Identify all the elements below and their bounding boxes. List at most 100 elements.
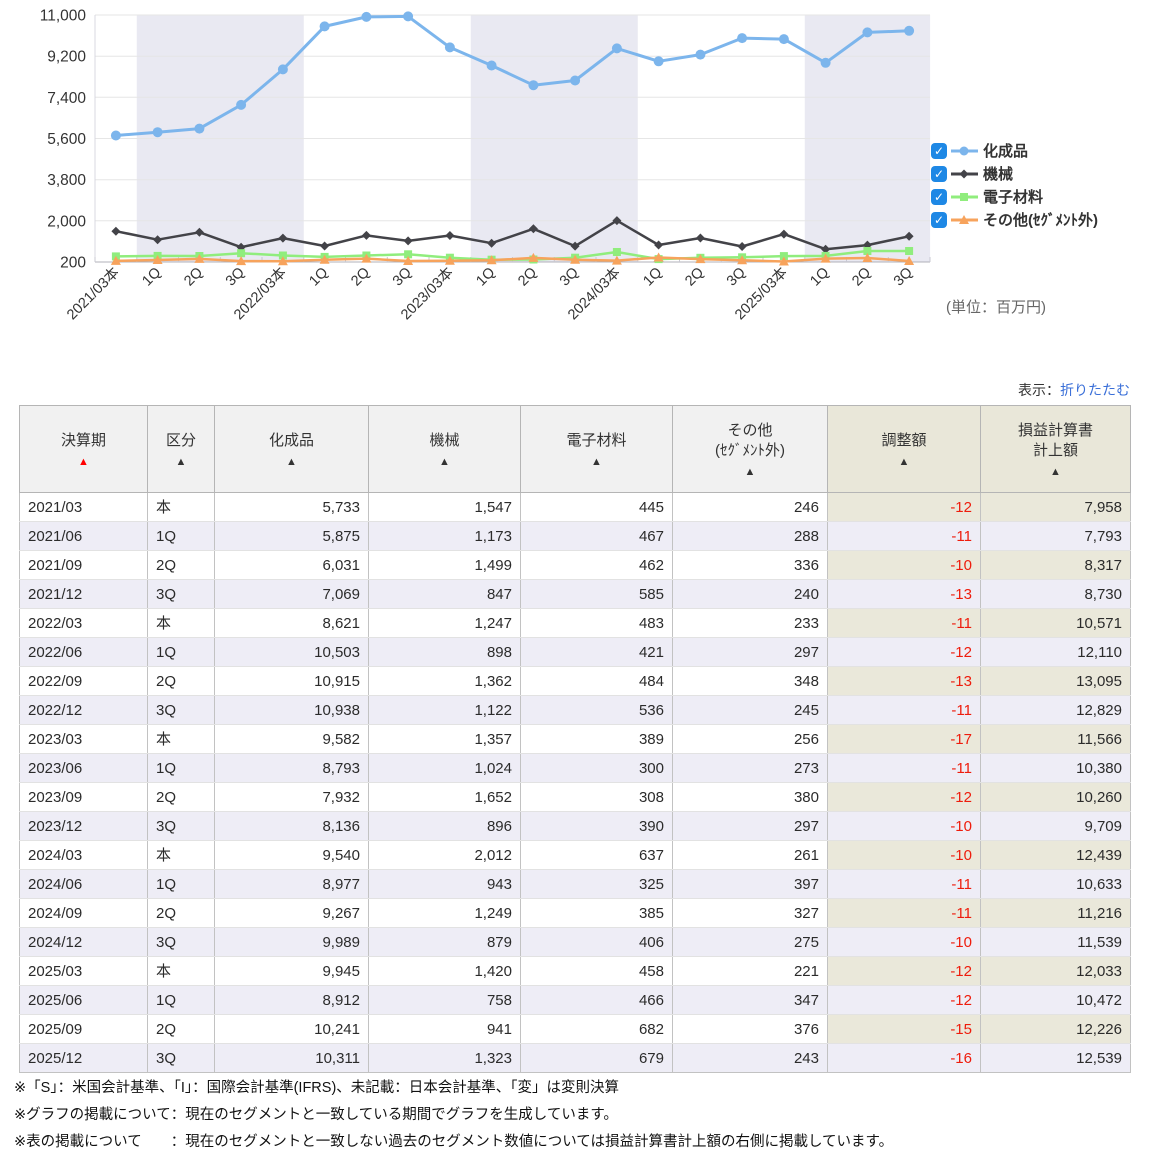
column-header[interactable]: 電子材料 ▲ bbox=[520, 405, 673, 493]
column-header[interactable]: その他 (ｾｸﾞﾒﾝﾄ外) ▲ bbox=[672, 405, 828, 493]
y-axis-label: 200 bbox=[60, 255, 86, 272]
sort-arrow-icon[interactable]: ▲ bbox=[78, 455, 89, 468]
column-header[interactable]: 決算期 ▲ bbox=[19, 405, 148, 493]
table-cell: 12,033 bbox=[980, 956, 1131, 986]
table-cell: 12,829 bbox=[980, 695, 1131, 725]
table-cell: 483 bbox=[520, 608, 673, 638]
table-cell: 679 bbox=[520, 1043, 673, 1073]
column-header[interactable]: 調整額 ▲ bbox=[827, 405, 981, 493]
table-cell: 348 bbox=[672, 666, 828, 696]
sort-arrow-icon[interactable]: ▲ bbox=[591, 455, 602, 468]
table-cell: 9,989 bbox=[214, 927, 369, 957]
table-cell: 256 bbox=[672, 724, 828, 754]
legend-item[interactable]: ✓ 機械 bbox=[931, 162, 1098, 185]
table-cell: 本 bbox=[147, 956, 215, 986]
legend-label[interactable]: 化成品 bbox=[983, 143, 1029, 160]
table-cell: 9,267 bbox=[214, 898, 369, 928]
legend-item[interactable]: ✓ 電子材料 bbox=[931, 185, 1098, 208]
table-cell: 2,012 bbox=[368, 840, 521, 870]
table-cell: 9,540 bbox=[214, 840, 369, 870]
table-cell: 1Q bbox=[147, 985, 215, 1015]
collapse-link[interactable]: 折りたたむ bbox=[1060, 382, 1130, 398]
table-cell: 10,938 bbox=[214, 695, 369, 725]
table-cell: 308 bbox=[520, 782, 673, 812]
legend-label[interactable]: その他(ｾｸﾞﾒﾝﾄ外) bbox=[983, 212, 1098, 229]
table-cell: 7,793 bbox=[980, 521, 1131, 551]
table-cell: -11 bbox=[827, 695, 981, 725]
legend-item[interactable]: ✓ その他(ｾｸﾞﾒﾝﾄ外) bbox=[931, 208, 1098, 231]
table-cell: 327 bbox=[672, 898, 828, 928]
table-cell: 10,311 bbox=[214, 1043, 369, 1073]
table-cell: 2023/12 bbox=[19, 811, 148, 841]
legend-item[interactable]: ✓ 化成品 bbox=[931, 139, 1098, 162]
sort-arrow-icon[interactable]: ▲ bbox=[898, 455, 910, 468]
table-cell: 12,439 bbox=[980, 840, 1131, 870]
sort-arrow-icon[interactable]: ▲ bbox=[744, 465, 756, 478]
table-row: 2022/03 本 8,621 1,247 483 233 -11 10,571 bbox=[19, 608, 1131, 638]
legend-checkbox[interactable]: ✓ bbox=[931, 165, 947, 182]
table-cell: 11,566 bbox=[980, 724, 1131, 754]
y-axis-label: 5,600 bbox=[47, 131, 86, 148]
sort-arrow-icon[interactable]: ▲ bbox=[175, 455, 187, 468]
legend-checkbox[interactable]: ✓ bbox=[931, 188, 947, 205]
table-cell: 1,249 bbox=[368, 898, 521, 928]
table-cell: 1Q bbox=[147, 869, 215, 899]
table-cell: 9,582 bbox=[214, 724, 369, 754]
table-cell: 243 bbox=[672, 1043, 828, 1073]
column-header[interactable]: 損益計算書 計上額 ▲ bbox=[980, 405, 1131, 493]
table-cell: 10,472 bbox=[980, 985, 1131, 1015]
table-cell: 7,932 bbox=[214, 782, 369, 812]
legend-checkbox[interactable]: ✓ bbox=[931, 142, 947, 159]
table-cell: 2021/09 bbox=[19, 550, 148, 580]
table-cell: 2024/09 bbox=[19, 898, 148, 928]
table-cell: 10,633 bbox=[980, 869, 1131, 899]
table-cell: 2021/12 bbox=[19, 579, 148, 609]
table-cell: 8,317 bbox=[980, 550, 1131, 580]
series-circle bbox=[110, 11, 915, 141]
table-cell: 1,357 bbox=[368, 724, 521, 754]
table-cell: 1,652 bbox=[368, 782, 521, 812]
table-row: 2025/03 本 9,945 1,420 458 221 -12 12,033 bbox=[19, 956, 1131, 986]
sort-arrow-icon[interactable]: ▲ bbox=[1050, 465, 1061, 478]
table-cell: 397 bbox=[672, 869, 828, 899]
chart-legend: ✓ 化成品 ✓ 機械 ✓ 電子材料 ✓ その他(ｾｸﾞﾒﾝﾄ外) bbox=[931, 139, 1098, 231]
table-cell: -16 bbox=[827, 1043, 981, 1073]
column-header[interactable]: 化成品 ▲ bbox=[214, 405, 369, 493]
table-cell: 1,173 bbox=[368, 521, 521, 551]
table-cell: 8,136 bbox=[214, 811, 369, 841]
table-cell: 2025/03 bbox=[19, 956, 148, 986]
table-cell: -11 bbox=[827, 608, 981, 638]
sort-arrow-icon[interactable]: ▲ bbox=[439, 455, 450, 468]
table-cell: 1,247 bbox=[368, 608, 521, 638]
footnote-accounting-standard: ※「S」：米国会計基準、「I」：国際会計基準(IFRS)、未記載：日本会計基準、… bbox=[14, 1080, 620, 1096]
table-row: 2021/06 1Q 5,875 1,173 467 288 -11 7,793 bbox=[19, 521, 1131, 551]
x-axis-label: 3Q bbox=[390, 265, 415, 290]
table-cell: 1,323 bbox=[368, 1043, 521, 1073]
table-row: 2025/12 3Q 10,311 1,323 679 243 -16 12,539 bbox=[19, 1043, 1131, 1073]
table-cell: 本 bbox=[147, 608, 215, 638]
y-axis-label: 2,000 bbox=[47, 213, 86, 230]
legend-label[interactable]: 電子材料 bbox=[983, 189, 1044, 206]
triangle-series-marker-icon bbox=[951, 214, 978, 224]
footnote-table: ※表の掲載について ：現在のセグメントと一致しない過去のセグメント数値については… bbox=[14, 1134, 894, 1150]
legend-checkbox[interactable]: ✓ bbox=[931, 211, 947, 228]
table-row: 2023/09 2Q 7,932 1,652 308 380 -12 10,260 bbox=[19, 782, 1131, 812]
table-cell: 462 bbox=[520, 550, 673, 580]
table-cell: 10,571 bbox=[980, 608, 1131, 638]
table-cell: -10 bbox=[827, 811, 981, 841]
table-row: 2022/09 2Q 10,915 1,362 484 348 -13 13,095 bbox=[19, 666, 1131, 696]
column-header[interactable]: 機械 ▲ bbox=[368, 405, 521, 493]
table-cell: 6,031 bbox=[214, 550, 369, 580]
table-cell: 2024/12 bbox=[19, 927, 148, 957]
table-cell: 233 bbox=[672, 608, 828, 638]
legend-label[interactable]: 機械 bbox=[983, 166, 1014, 183]
sort-arrow-icon[interactable]: ▲ bbox=[286, 455, 297, 468]
x-axis-label: 1Q bbox=[139, 265, 164, 290]
x-axis-label: 2021/03本 bbox=[63, 264, 122, 323]
table-cell: 2022/09 bbox=[19, 666, 148, 696]
column-header[interactable]: 区分 ▲ bbox=[147, 405, 215, 493]
table-cell: 10,503 bbox=[214, 637, 369, 667]
table-row: 2024/06 1Q 8,977 943 325 397 -11 10,633 bbox=[19, 869, 1131, 899]
table-cell: 10,915 bbox=[214, 666, 369, 696]
y-axis-label: 7,400 bbox=[47, 90, 86, 107]
